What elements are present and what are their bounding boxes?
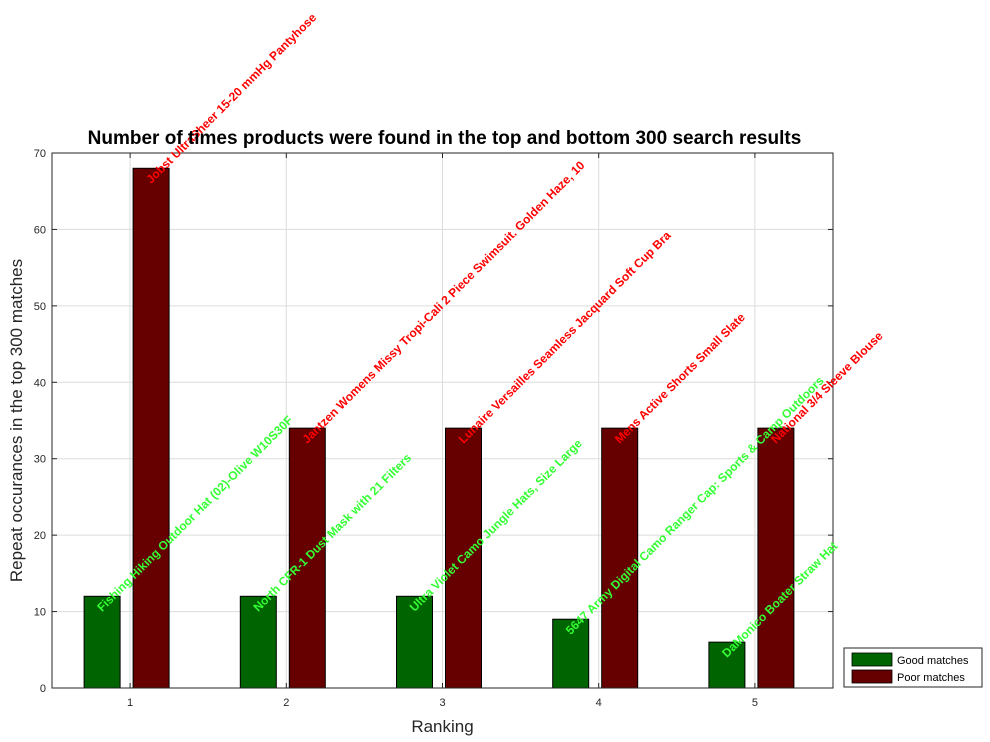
legend-swatch-good: [851, 652, 893, 667]
bars: [83, 167, 795, 689]
bar-poor-match: [445, 427, 482, 689]
y-tick-label: 70: [34, 148, 46, 160]
legend-swatch-poor: [851, 669, 893, 684]
x-tick-label: 5: [752, 697, 758, 709]
y-tick-label: 60: [34, 224, 46, 236]
axes: 0 10 20 30 40 50 60 70 1 2 3 4 5: [34, 148, 834, 709]
x-tick-label: 1: [127, 697, 133, 709]
legend: Good matches Poor matches: [843, 647, 983, 688]
legend-label-good: Good matches: [897, 655, 969, 667]
y-axis-label: Repeat occurances in the top 300 matches: [7, 259, 26, 582]
legend-label-poor: Poor matches: [897, 672, 965, 684]
y-tick-label: 30: [34, 454, 46, 466]
bar-poor-match: [757, 427, 795, 689]
bar-good-match: [239, 595, 277, 689]
bar-poor-match: [288, 427, 326, 689]
y-tick-label: 0: [40, 683, 46, 695]
bar-good-match: [396, 595, 433, 689]
bar-poor-match: [601, 427, 639, 689]
y-tick-label: 20: [34, 530, 46, 542]
bar-good-match: [708, 641, 746, 689]
y-tick-label: 10: [34, 607, 46, 619]
x-tick-label: 2: [283, 697, 289, 709]
y-tick-label: 40: [34, 377, 46, 389]
y-tick-label: 50: [34, 301, 46, 313]
x-tick-label: 3: [439, 697, 445, 709]
x-axis-label: Ranking: [411, 717, 473, 736]
bar-good-match: [83, 595, 121, 689]
x-tick-label: 4: [596, 697, 602, 709]
bar-poor-match: [132, 167, 170, 689]
chart-title: Number of times products were found in t…: [88, 128, 802, 149]
bar-good-match: [552, 618, 590, 689]
